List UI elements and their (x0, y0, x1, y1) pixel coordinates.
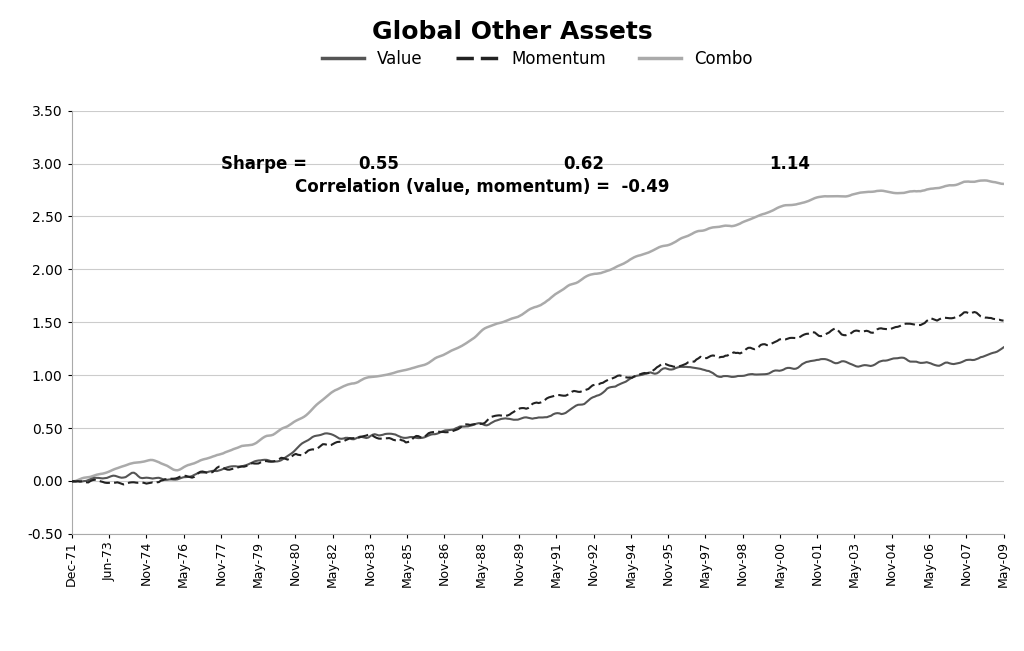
Legend: Value, Momentum, Combo: Value, Momentum, Combo (315, 43, 760, 74)
Text: Global Other Assets: Global Other Assets (372, 20, 652, 44)
Text: 0.55: 0.55 (358, 155, 399, 173)
Text: Sharpe =: Sharpe = (221, 155, 307, 173)
Text: 1.14: 1.14 (769, 155, 810, 173)
Text: Correlation (value, momentum) =  -0.49: Correlation (value, momentum) = -0.49 (295, 178, 670, 197)
Text: 0.62: 0.62 (563, 155, 605, 173)
